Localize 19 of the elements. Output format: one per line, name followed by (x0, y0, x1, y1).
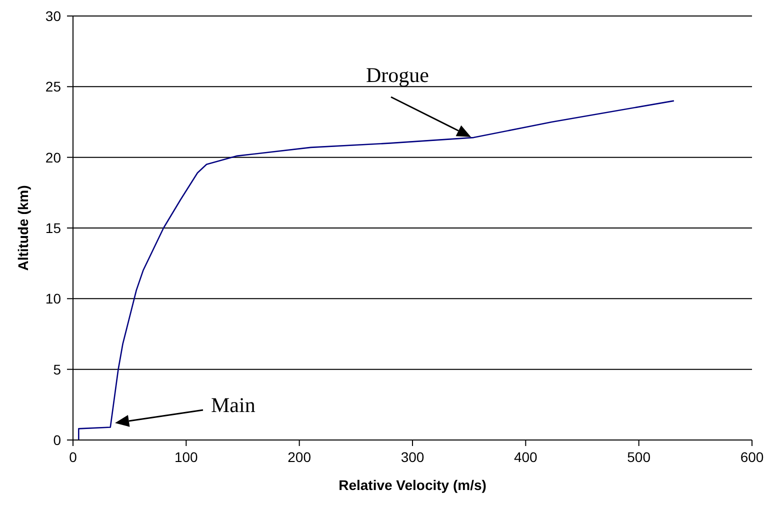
annotation: Main (211, 393, 256, 417)
y-tick-label: 5 (53, 361, 62, 378)
line-series (78, 100, 675, 440)
annotation: Drogue (366, 63, 429, 87)
y-tick-label: 20 (45, 149, 62, 166)
y-tick-label: 25 (45, 78, 62, 95)
y-tick-label: 0 (53, 432, 62, 448)
y-tick-label: 10 (45, 290, 62, 307)
x-tick-label: 400 (514, 448, 538, 465)
y-axis-title: Altitude (km) (14, 185, 31, 271)
y-tick-label: 30 (45, 8, 62, 24)
x-tick-label: 300 (400, 448, 424, 465)
x-tick-label: 500 (627, 448, 651, 465)
x-tick-label: 100 (174, 448, 198, 465)
x-tick-label: 200 (288, 448, 312, 465)
y-tick-label: 15 (45, 220, 62, 236)
x-tick-label: 0 (69, 448, 78, 465)
x-axis-title: Relative Velocity (m/s) (338, 477, 486, 493)
x-tick-label: 600 (740, 448, 764, 465)
